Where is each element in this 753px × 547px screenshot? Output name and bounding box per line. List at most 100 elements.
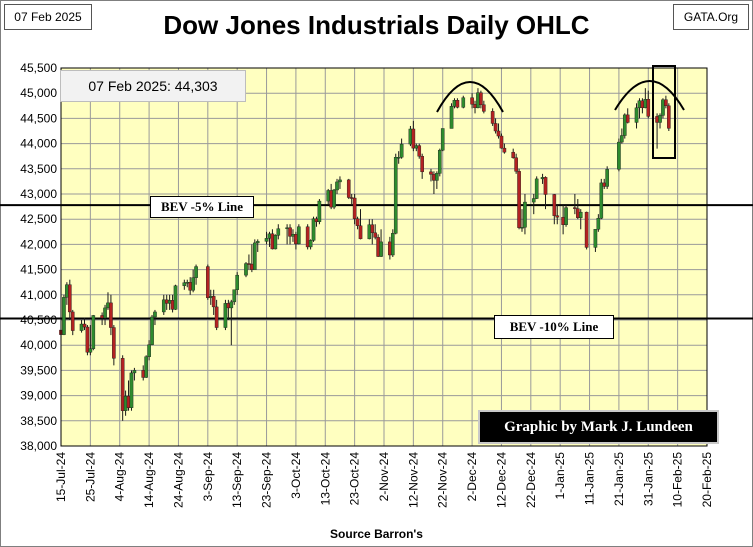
y-tick-label: 42,000 <box>20 237 57 251</box>
candle <box>206 264 210 300</box>
candle-body <box>167 300 172 304</box>
candle-body <box>164 299 169 304</box>
candle <box>288 224 292 245</box>
candle <box>482 100 486 114</box>
candle-body <box>294 234 298 245</box>
candle <box>429 168 433 182</box>
candle <box>232 289 237 305</box>
candle-body <box>317 200 322 222</box>
candle <box>352 194 357 225</box>
candle-body <box>244 263 248 276</box>
candle-body <box>346 179 351 198</box>
candle-body <box>132 370 137 374</box>
candle <box>578 209 583 230</box>
candle <box>584 211 589 250</box>
x-tick-label: 3-Sep-24 <box>201 452 215 502</box>
candle-body <box>514 157 518 172</box>
candle-body <box>561 216 565 225</box>
pattern-marks <box>436 65 685 159</box>
candle-body <box>452 100 457 107</box>
candle-body <box>352 197 357 219</box>
y-tick-label: 44,500 <box>20 111 57 125</box>
bev-5-label: BEV -5% Line <box>150 196 254 218</box>
candle-body <box>370 224 375 234</box>
candle-body <box>476 92 480 109</box>
x-tick-label: 21-Jan-25 <box>612 452 626 506</box>
candle-body <box>414 145 419 149</box>
candle <box>85 325 90 356</box>
candle-body <box>655 116 659 123</box>
candle <box>596 214 601 232</box>
candle-body <box>305 226 310 248</box>
candle <box>620 128 624 144</box>
candle-body <box>314 218 319 222</box>
candle-body <box>264 238 269 242</box>
candle-body <box>605 169 609 187</box>
candle <box>308 239 313 250</box>
x-tick-label: 23-Sep-24 <box>260 452 274 508</box>
candle-body <box>373 232 377 238</box>
candle-body <box>88 348 93 353</box>
candle-body <box>191 277 195 291</box>
candle-body <box>411 128 416 149</box>
candle-body <box>161 299 166 313</box>
candle-body <box>311 218 316 241</box>
candle-body <box>388 241 392 256</box>
candle <box>543 176 548 210</box>
candle <box>150 314 154 346</box>
candle <box>214 299 219 331</box>
candle <box>646 90 651 119</box>
candle-body <box>329 190 333 208</box>
candle-body <box>106 302 110 309</box>
close-readout: 07 Feb 2025: 44,303 <box>60 70 246 102</box>
candle <box>109 294 113 336</box>
candle-body <box>126 395 131 408</box>
candle <box>514 153 518 174</box>
candle-body <box>229 301 234 309</box>
candle <box>667 103 671 131</box>
candle <box>555 204 560 225</box>
candle-body <box>129 372 134 408</box>
candle <box>499 133 504 149</box>
candle <box>297 224 301 245</box>
candle-body <box>211 296 216 308</box>
candle-body <box>643 99 648 109</box>
candle-body <box>250 263 254 270</box>
candle <box>437 148 442 177</box>
candle <box>129 370 134 411</box>
candle-body <box>100 315 104 319</box>
candle-body <box>226 303 231 309</box>
candle-body <box>602 182 607 187</box>
candle <box>311 216 316 242</box>
candle <box>88 325 93 356</box>
candle-body <box>112 327 116 359</box>
candle-body <box>555 215 560 218</box>
candle <box>132 367 137 381</box>
y-tick-label: 40,000 <box>20 338 57 352</box>
candle <box>62 294 66 336</box>
candle <box>661 98 665 119</box>
candle <box>379 229 383 257</box>
candle <box>617 138 621 172</box>
x-tick-label: 12-Nov-24 <box>406 452 420 508</box>
candle <box>534 176 539 200</box>
candle <box>346 178 351 200</box>
x-axis-label: Source Barron's <box>330 527 423 541</box>
candle <box>408 125 413 147</box>
y-tick-label: 41,500 <box>20 263 57 277</box>
candle-body <box>170 300 175 310</box>
candle <box>664 95 668 109</box>
candle-body <box>123 395 128 411</box>
candle-body <box>664 99 668 106</box>
x-tick-label: 11-Jan-25 <box>583 452 597 505</box>
candle <box>223 299 228 331</box>
candle <box>393 153 398 235</box>
candle <box>435 171 439 189</box>
top-arc-left <box>436 81 504 113</box>
x-tick-label: 12-Dec-24 <box>494 452 508 508</box>
candle <box>523 194 527 235</box>
candle <box>496 123 501 139</box>
candle-body <box>531 198 536 203</box>
y-tick-label: 39,000 <box>20 389 57 403</box>
candle <box>420 153 424 179</box>
